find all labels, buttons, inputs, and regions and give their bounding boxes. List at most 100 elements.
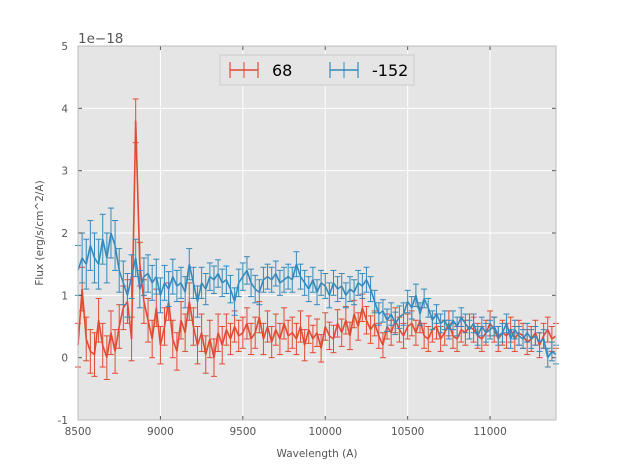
series-line-segment [431,325,437,331]
series-line-segment [209,275,215,281]
series-line-segment [518,335,524,340]
series-line-segment [97,320,104,346]
series-68 [75,98,559,380]
series-line-segment [369,322,376,331]
series-line-segment [93,257,100,265]
series-line-segment [308,279,314,290]
series-line-segment [378,335,384,346]
series-line-segment [271,273,277,281]
series-line-segment [81,289,88,340]
series-line-segment [258,279,265,293]
series-line-segment [345,288,351,296]
series-line-segment [472,323,479,337]
series-line-segment [303,282,310,290]
series-line-segment [204,276,211,290]
series-line-segment [497,332,503,337]
series-line-segment [460,316,467,324]
series-line-segment [196,282,203,302]
series-line-segment [320,282,326,287]
series-line-segment [151,276,157,284]
series-line-segment [402,326,409,337]
series-line-segment [394,316,401,324]
legend-entry-68: 68 [229,61,292,80]
series-line-segment [126,301,133,340]
series-line-segment [345,320,351,337]
series-line-segment [126,276,133,296]
series-line-segment [267,275,273,281]
series-line-segment [295,263,302,277]
series-line-segment [328,282,335,296]
series-line-segment [419,298,425,315]
series-neg152 [75,207,559,368]
series-line-segment [406,301,413,309]
series-line-segment [172,276,178,287]
series-line-segment [275,273,281,284]
series-line-segment [159,282,166,296]
series-line-segment [411,323,417,334]
series-line-segment [101,239,108,259]
series-line-segment [493,326,500,337]
series-line-segment [225,329,232,340]
series-line-segment [312,332,318,340]
series-line-segment [192,326,199,346]
series-line-segment [320,326,327,349]
series-line-segment [382,310,388,321]
series-line-segment [221,329,228,346]
series-line-segment [163,301,170,327]
series-line-segment [340,320,347,333]
series-line-segment [101,344,108,358]
series-line-segment [295,326,302,340]
series-line-segment [361,279,368,287]
x-tick-label: 9500 [229,426,256,438]
series-line-segment [316,282,322,293]
series-line-segment [151,307,158,340]
series-line-segment [254,316,261,333]
series-line-segment [213,332,219,358]
series-line-segment [217,332,223,346]
x-tick-label: 9000 [147,426,174,438]
legend: 68 -152 [219,54,415,86]
series-line-segment [526,338,532,343]
series-line-segment [444,319,450,330]
series-line-segment [184,301,191,333]
series-line-segment [423,335,429,340]
series-line-segment [501,323,508,334]
series-line-segment [147,273,153,284]
series-line-segment [349,313,355,336]
series-line-segment [390,313,397,324]
legend-label: 68 [272,61,292,80]
series-line-segment [303,329,310,346]
series-line-segment [250,332,256,340]
series-line-segment [275,329,281,340]
y-offset-label: 1e−18 [78,31,123,47]
y-tick-label: 4 [61,103,68,115]
series-line-segment [369,288,376,302]
series-line-segment [213,273,219,281]
series-line-segment [114,326,120,352]
series-line-segment [452,335,458,340]
series-line-segment [118,270,125,284]
series-line-segment [435,313,442,324]
series-line-segment [481,326,487,334]
series-line-segment [188,263,195,284]
series-line-segment [233,282,240,302]
series-line-segment [200,282,207,290]
series-line-segment [468,322,475,331]
series-line-segment [254,288,260,293]
series-line-segment [258,317,265,340]
series-line-segment [77,289,83,346]
series-line-segment [106,332,112,358]
series-line-segment [291,263,298,280]
y-tick-label: 1 [61,290,68,302]
series-line-segment [176,320,182,352]
series-line-segment [204,338,211,355]
series-line-segment [332,282,339,290]
series-line-segment [250,282,256,290]
series-line-segment [547,329,553,340]
series-line-segment [493,329,500,340]
series-line-segment [238,332,244,337]
series-line-segment [246,270,252,284]
series-line-segment [382,326,388,346]
series-line-segment [143,272,149,278]
series-line-segment [489,325,495,331]
